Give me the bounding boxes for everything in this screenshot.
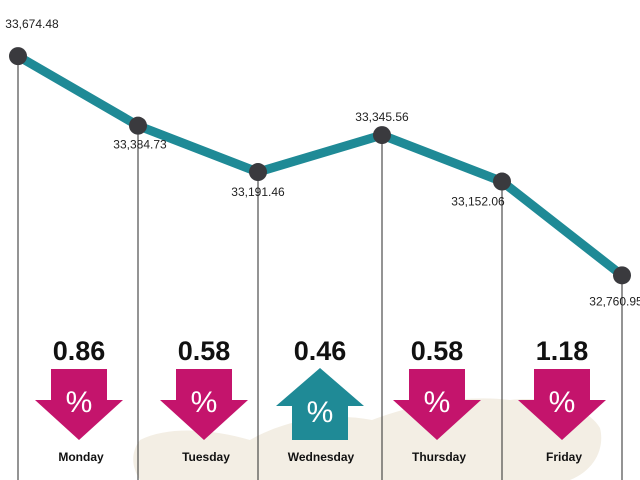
data-point bbox=[249, 163, 267, 182]
down-arrow-icon bbox=[518, 369, 606, 440]
change-indicator-tuesday: 0.58% Tuesday bbox=[160, 336, 248, 464]
change-value: 0.86 bbox=[53, 336, 106, 366]
trend-line bbox=[13, 51, 627, 280]
value-label: 33,674.48 bbox=[5, 17, 59, 31]
change-indicator-wednesday: 0.46% Wednesday bbox=[276, 336, 364, 464]
percent-symbol: % bbox=[66, 386, 93, 419]
up-arrow-icon bbox=[276, 368, 364, 440]
percent-symbol: % bbox=[307, 396, 334, 429]
change-indicator-friday: 1.18% Friday bbox=[518, 336, 606, 464]
down-arrow-icon bbox=[160, 369, 248, 440]
down-arrow-icon bbox=[35, 369, 123, 440]
day-label: Tuesday bbox=[182, 450, 230, 464]
change-indicator-monday: 0.86% Monday bbox=[35, 336, 123, 464]
value-label: 32,760.95 bbox=[589, 294, 640, 308]
percent-symbol: % bbox=[424, 386, 451, 419]
change-value: 0.46 bbox=[294, 336, 347, 366]
day-label: Thursday bbox=[412, 450, 466, 464]
value-label: 33,345.56 bbox=[355, 110, 409, 124]
data-point bbox=[9, 47, 27, 66]
day-label: Wednesday bbox=[288, 450, 355, 464]
value-label: 33,152.06 bbox=[451, 195, 505, 209]
percent-symbol: % bbox=[549, 386, 576, 419]
change-indicator-thursday: 0.58% Thursday bbox=[393, 336, 481, 464]
value-label: 33,384.73 bbox=[113, 138, 167, 152]
change-value: 0.58 bbox=[411, 336, 464, 366]
percent-symbol: % bbox=[191, 386, 218, 419]
value-label: 33,191.46 bbox=[231, 185, 285, 199]
day-label: Friday bbox=[546, 450, 582, 464]
change-value: 1.18 bbox=[536, 336, 589, 366]
down-arrow-icon bbox=[393, 369, 481, 440]
data-point bbox=[129, 116, 147, 135]
data-point bbox=[493, 172, 511, 191]
day-label: Monday bbox=[58, 450, 104, 464]
data-point bbox=[373, 126, 391, 145]
map-background bbox=[133, 398, 602, 480]
data-point bbox=[613, 266, 631, 285]
change-value: 0.58 bbox=[178, 336, 231, 366]
